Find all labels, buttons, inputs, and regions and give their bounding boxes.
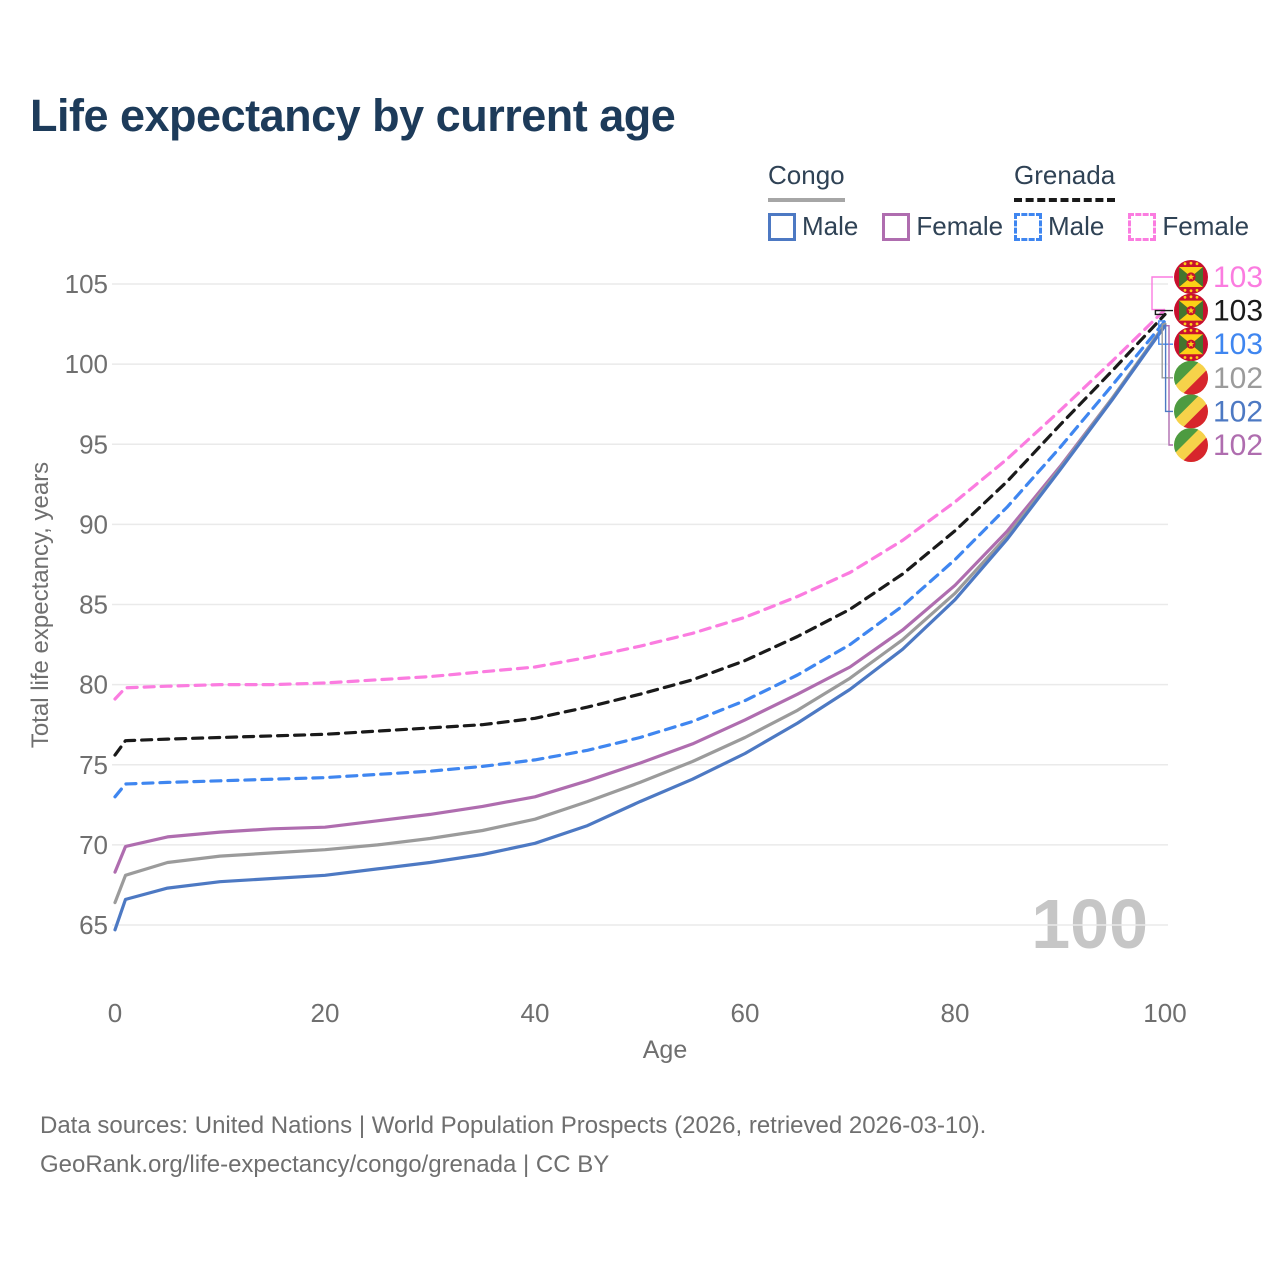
series-line-congo-male[interactable] [113,324,1167,932]
x-tick-label-60: 60 [731,998,760,1028]
legend-group-grenada-title: Grenada [1014,160,1116,202]
congo-flag-icon [1174,394,1208,428]
legend-swatch-grenada-female[interactable] [1128,212,1157,241]
grenada-flag-icon [1174,327,1208,361]
page-title: Life expectancy by current age [30,90,676,141]
legend-swatch-grenada-male[interactable] [1014,212,1042,241]
series-line-grenada-both[interactable] [113,312,1167,757]
x-tick-label-40: 40 [521,998,550,1028]
y-tick-label-90: 90 [79,509,108,539]
y-tick-label-80: 80 [79,670,108,700]
legend-swatch-congo-male[interactable] [768,212,796,241]
series-line-grenada-male[interactable] [113,319,1167,799]
legend-item-grenada-male[interactable]: Male [1014,211,1104,242]
end-value-label-grenada-male: 103 [1213,328,1263,361]
end-label-connector-grenada-female [1151,276,1173,311]
end-value-label-congo-female: 102 [1213,429,1263,462]
legend-label-congo-male: Male [802,211,859,241]
end-value-label-congo-both: 102 [1213,362,1263,395]
hover-age-watermark: 100 [1031,885,1148,963]
x-tick-label-80: 80 [941,998,970,1028]
end-value-label-congo-male: 102 [1213,395,1263,428]
y-tick-label-85: 85 [79,590,108,620]
x-tick-label-0: 0 [108,998,122,1028]
footer-line-sources: Data sources: United Nations | World Pop… [40,1112,987,1139]
y-tick-label-75: 75 [79,750,108,780]
data-sources-footer: Data sources: United Nations | World Pop… [40,1106,986,1184]
end-label-connector-congo-female [1165,325,1173,446]
legend-label-grenada-male: Male [1048,211,1105,241]
legend-item-congo-male[interactable]: Male [768,211,858,242]
legend-group-congo: Congo Male Female [768,160,1003,242]
y-tick-label-105: 105 [65,269,108,299]
series-line-grenada-female[interactable] [113,308,1167,701]
y-tick-label-100: 100 [65,349,108,379]
series-line-congo-both[interactable] [113,322,1167,905]
y-axis-title: Total life expectancy, years [27,462,54,748]
congo-flag-icon [1174,361,1208,395]
x-tick-label-20: 20 [311,998,340,1028]
legend-group-grenada: Grenada Male Female [1014,160,1249,242]
end-label-connector-grenada-both [1154,309,1173,316]
legend-item-grenada-female[interactable]: Female [1128,211,1249,242]
footer-line-attribution[interactable]: GeoRank.org/life-expectancy/congo/grenad… [40,1151,610,1178]
grenada-flag-icon [1174,260,1208,294]
y-tick-label-65: 65 [79,910,108,940]
y-tick-label-95: 95 [79,429,108,459]
y-tick-label-70: 70 [79,830,108,860]
legend-label-grenada-female: Female [1162,211,1250,241]
series-line-congo-female[interactable] [113,324,1167,874]
legend-item-congo-female[interactable]: Female [882,211,1003,242]
congo-flag-icon [1174,428,1208,462]
legend-swatch-congo-female[interactable] [882,212,911,241]
end-value-label-grenada-female: 103 [1213,261,1263,294]
end-label-connector-congo-both [1161,323,1173,379]
line-chart-canvas[interactable]: 100 65 70 75 80 85 90 95 100 105 0 20 40 60 80 100 Age T… [0,0,1280,1100]
x-tick-label-100: 100 [1143,998,1186,1028]
legend-group-congo-title: Congo [768,160,845,202]
end-value-label-grenada-both: 103 [1213,295,1263,328]
end-label-connector-congo-male [1164,325,1173,413]
grenada-flag-icon [1174,294,1208,328]
x-axis-title: Age [643,1036,687,1064]
legend-label-congo-female: Female [916,211,1004,241]
